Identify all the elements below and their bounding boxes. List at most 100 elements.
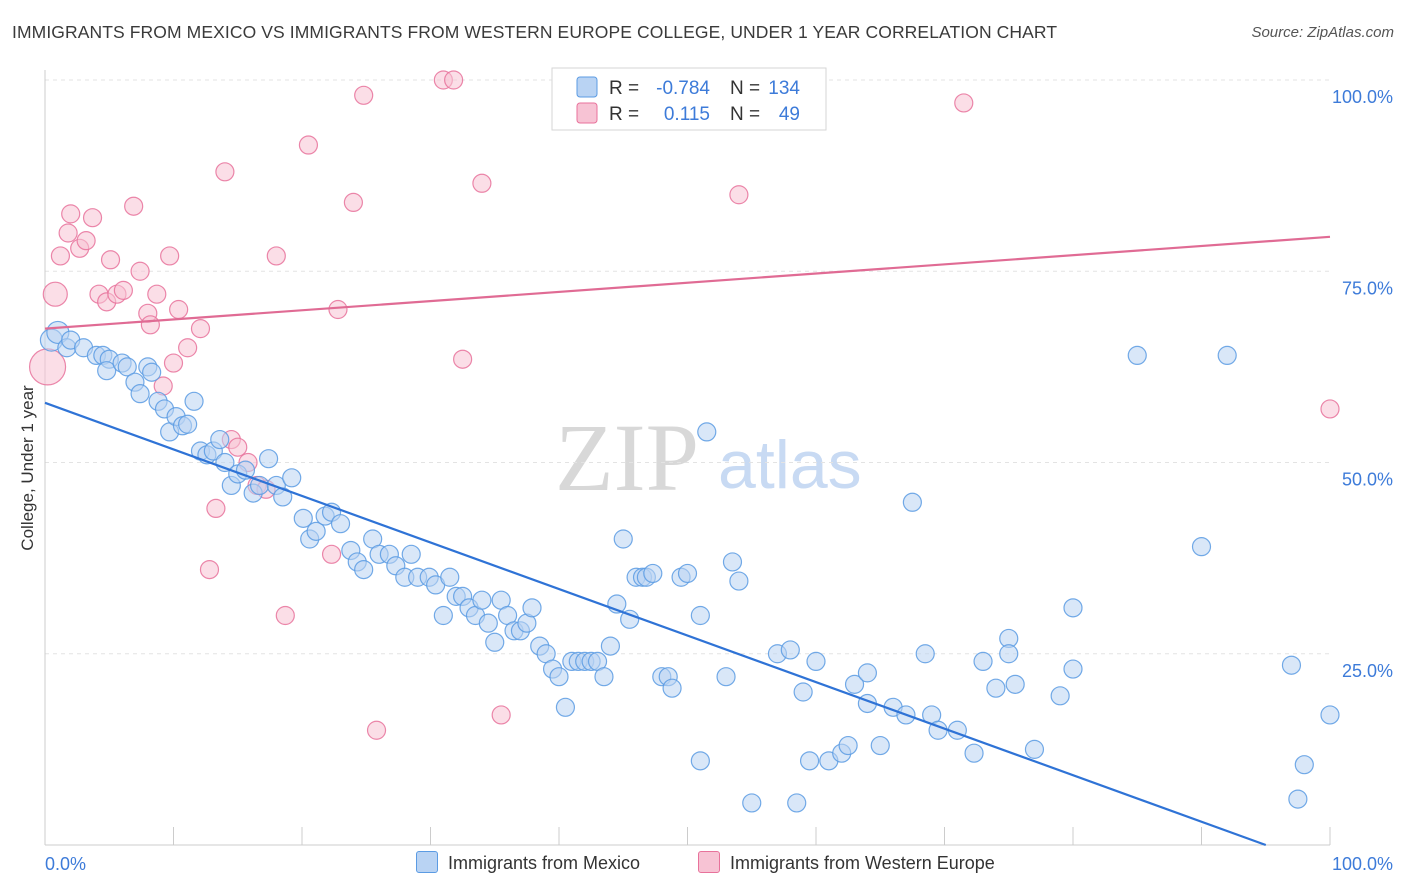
point-mexico-60 — [472, 590, 492, 610]
point-mexico-87 — [643, 563, 663, 584]
point-mexico-134 — [1288, 789, 1308, 809]
y-tick-label-2: 50.0% — [1342, 470, 1393, 490]
legend-n-label-mexico: N = — [730, 78, 760, 99]
point-mexico-131 — [1191, 537, 1212, 557]
point-mexico-25 — [210, 429, 230, 450]
point-mexico-90 — [662, 678, 682, 698]
point-mexico-125 — [1005, 674, 1025, 694]
point-mexico-101 — [780, 640, 800, 660]
point-mexico-80 — [600, 636, 621, 656]
point-mexico-105 — [806, 651, 826, 672]
point-europe-38 — [354, 85, 374, 105]
legend-r-value-europe: 0.115 — [664, 104, 710, 125]
point-mexico-108 — [838, 735, 858, 756]
point-europe-26 — [215, 162, 235, 182]
point-europe-39 — [366, 720, 387, 740]
stats-legend-box — [551, 67, 827, 131]
point-mexico-98 — [729, 571, 749, 591]
point-mexico-116 — [915, 644, 935, 664]
point-mexico-35 — [282, 468, 302, 488]
point-mexico-38 — [306, 521, 326, 541]
point-mexico-104 — [799, 751, 820, 771]
stats-legend: R = -0.784 N = 134 R = 0.115 N = 49 — [551, 67, 827, 131]
legend-swatch-mexico — [576, 76, 598, 98]
point-europe-47 — [1320, 399, 1340, 419]
trend-line-mexico — [44, 401, 1267, 847]
point-mexico-32 — [258, 449, 279, 469]
point-europe-6 — [76, 231, 96, 251]
point-mexico-122 — [986, 678, 1006, 698]
axes — [44, 70, 1331, 846]
point-mexico-126 — [1024, 739, 1045, 759]
point-mexico-103 — [793, 682, 813, 702]
point-mexico-115 — [902, 492, 922, 512]
point-europe-14 — [130, 261, 150, 281]
point-mexico-14 — [142, 362, 162, 382]
point-europe-35 — [321, 544, 342, 564]
point-mexico-102 — [787, 793, 807, 813]
point-europe-37 — [343, 192, 363, 212]
point-europe-17 — [147, 284, 167, 304]
point-europe-20 — [163, 353, 184, 373]
point-mexico-20 — [178, 414, 198, 434]
y-tick-label-1: 75.0% — [1342, 278, 1393, 298]
point-mexico-92 — [677, 563, 698, 584]
point-mexico-112 — [870, 735, 890, 756]
point-europe-13 — [124, 196, 144, 216]
point-europe-36 — [328, 299, 348, 320]
point-europe-33 — [275, 605, 295, 626]
watermark: ZIP atlas — [555, 404, 862, 511]
point-europe-28 — [228, 437, 248, 457]
point-mexico-61 — [478, 613, 498, 633]
point-mexico-97 — [722, 552, 743, 572]
point-mexico-41 — [330, 514, 351, 534]
point-europe-16 — [140, 315, 160, 335]
point-mexico-12 — [130, 384, 150, 404]
point-mexico-110 — [857, 663, 878, 683]
point-europe-2 — [50, 246, 71, 266]
point-mexico-44 — [354, 559, 374, 580]
point-mexico-124 — [999, 644, 1019, 664]
point-mexico-121 — [973, 651, 993, 672]
point-mexico-128 — [1063, 659, 1083, 679]
point-mexico-72 — [549, 667, 569, 687]
point-europe-32 — [266, 246, 286, 266]
legend-r-value-mexico: -0.784 — [656, 78, 710, 99]
tick-labels: 100.0% 75.0% 50.0% 25.0% 0.0% 100.0% — [45, 87, 1393, 874]
point-mexico-83 — [620, 609, 640, 629]
point-europe-10 — [100, 250, 121, 270]
point-mexico-96 — [716, 667, 736, 687]
series-europe-points — [28, 70, 1340, 740]
source-credit: Source: ZipAtlas.com — [1251, 24, 1394, 41]
point-europe-19 — [160, 246, 180, 266]
chart-title: IMMIGRANTS FROM MEXICO VS IMMIGRANTS FRO… — [12, 22, 1058, 42]
legend-r-label-mexico: R = — [609, 78, 639, 99]
point-europe-24 — [199, 559, 220, 580]
point-mexico-62 — [485, 632, 505, 652]
point-europe-12 — [113, 280, 133, 300]
point-mexico-129 — [1063, 598, 1083, 618]
trend-lines — [44, 235, 1331, 847]
x-tick-label-1: 100.0% — [1332, 854, 1393, 874]
point-europe-46 — [954, 93, 974, 113]
bottom-legend-europe: Immigrants from Western Europe — [698, 851, 995, 874]
point-europe-42 — [453, 349, 473, 369]
legend-swatch-europe — [576, 102, 598, 124]
point-europe-4 — [61, 204, 81, 224]
point-mexico-82 — [613, 529, 633, 549]
legend-r-label-europe: R = — [609, 104, 639, 125]
point-mexico-95 — [697, 422, 717, 442]
point-mexico-54 — [433, 605, 453, 626]
watermark-zip: ZIP — [555, 404, 699, 511]
legend-n-label-europe: N = — [730, 104, 760, 125]
point-mexico-99 — [742, 793, 762, 813]
point-mexico-109 — [844, 674, 865, 694]
point-mexico-21 — [184, 391, 204, 411]
point-europe-41 — [444, 70, 464, 90]
point-mexico-120 — [964, 743, 984, 763]
point-mexico-8 — [97, 361, 117, 381]
legend-n-value-mexico: 134 — [768, 78, 800, 99]
point-europe-23 — [190, 319, 211, 339]
y-tick-label-3: 25.0% — [1342, 661, 1393, 681]
